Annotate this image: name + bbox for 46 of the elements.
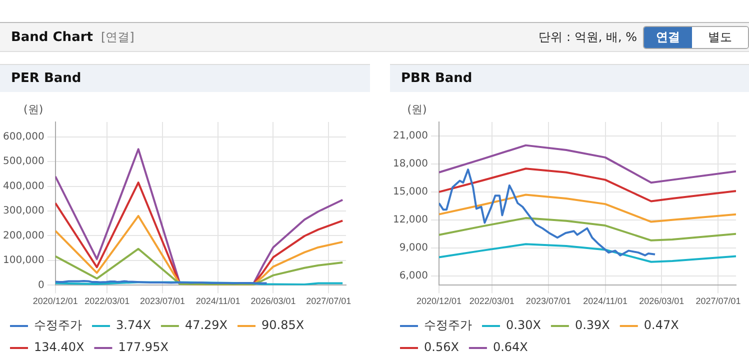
x-tick-label: 2020/12/01 <box>32 296 78 306</box>
legend-label: 수정주가 <box>424 318 472 332</box>
legend-label: 수정주가 <box>34 318 82 332</box>
text: 단위 : 억원, 배, % <box>538 28 637 46</box>
legend-label: 134.40X <box>34 340 84 354</box>
text: 별도 <box>692 26 748 48</box>
x-tick-label: 2027/07/01 <box>306 296 352 306</box>
legend-label: 0.64X <box>492 340 528 354</box>
x-tick-label: 2023/07/01 <box>526 296 571 306</box>
x-tick-label: 2026/03/01 <box>639 296 684 306</box>
y-tick-label: 600,000 <box>2 131 44 142</box>
y-tick-label: 300,000 <box>2 206 44 217</box>
chart-title: PER Band <box>0 64 370 92</box>
x-tick-label: 2026/03/01 <box>250 296 296 306</box>
legend-label: 0.47X <box>644 318 679 332</box>
y-tick-label: 15,000 <box>392 186 428 198</box>
x-tick-label: 2022/03/01 <box>469 296 514 306</box>
text: 연결 <box>644 26 692 48</box>
x-tick-label: 2024/11/01 <box>196 296 240 306</box>
x-tick-label: 2022/03/01 <box>84 296 130 306</box>
y-axis-title: (원) <box>407 102 427 116</box>
y-tick-label: 500,000 <box>2 156 44 168</box>
legend-label: 47.29X <box>184 318 228 332</box>
text: Band Chart <box>11 30 93 44</box>
y-tick-label: 0 <box>38 280 44 291</box>
y-tick-label: 400,000 <box>2 180 44 192</box>
legend-label: 0.56X <box>424 340 459 354</box>
y-axis-title: (원) <box>24 102 44 116</box>
y-tick-label: 12,000 <box>392 214 428 226</box>
y-tick-label: 9,000 <box>399 242 428 254</box>
legend-label: 0.39X <box>574 318 610 332</box>
chart-title: PBR Band <box>390 64 749 92</box>
y-tick-label: 100,000 <box>2 255 44 266</box>
legend-label: 3.74X <box>116 318 151 332</box>
y-tick-label: 6,000 <box>399 270 428 282</box>
legend-label: 177.95X <box>118 340 168 354</box>
legend-label: 0.30X <box>506 318 541 332</box>
y-tick-label: 18,000 <box>392 158 428 170</box>
y-tick-label: 21,000 <box>392 130 428 142</box>
x-tick-label: 2024/11/01 <box>583 296 628 306</box>
y-tick-label: 200,000 <box>2 230 44 242</box>
legend-label: 90.85X <box>262 318 304 332</box>
x-tick-label: 2020/12/01 <box>416 296 462 306</box>
x-tick-label: 2027/07/01 <box>696 296 741 306</box>
text: [연결] <box>100 28 134 46</box>
x-tick-label: 2023/07/01 <box>140 296 185 306</box>
